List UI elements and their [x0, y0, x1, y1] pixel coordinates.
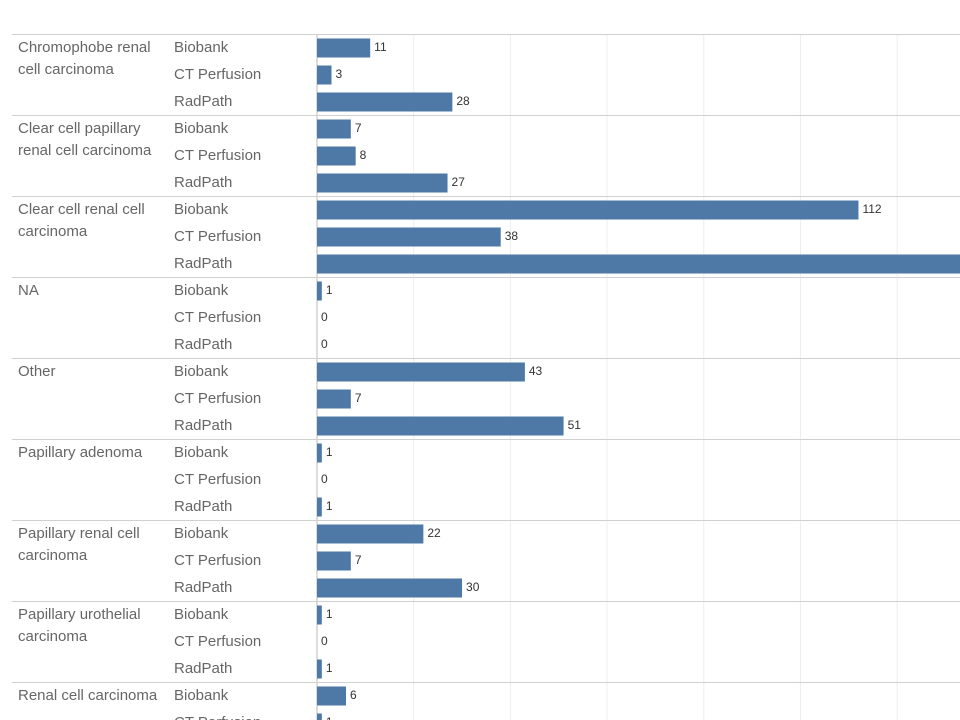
row-label: CT Perfusion	[174, 228, 261, 245]
group-label: NA	[18, 282, 39, 299]
value-label: 1	[326, 445, 333, 459]
row-label: Biobank	[174, 606, 229, 623]
row-label: CT Perfusion	[174, 552, 261, 569]
value-label: 1	[326, 283, 333, 297]
value-label: 7	[355, 391, 362, 405]
row-label: Biobank	[174, 39, 229, 56]
row-label: Biobank	[174, 282, 229, 299]
row-label: RadPath	[174, 579, 232, 596]
value-label: 8	[360, 148, 367, 162]
row-label: Biobank	[174, 120, 229, 137]
value-label: 1	[326, 499, 333, 513]
row-label: CT Perfusion	[174, 147, 261, 164]
row-label: CT Perfusion	[174, 471, 261, 488]
bar	[317, 92, 453, 112]
value-label: 7	[355, 121, 362, 135]
group-label: Clear cell renal cell carcinoma	[18, 201, 145, 240]
bar	[317, 173, 448, 193]
group-label: Other	[18, 363, 56, 380]
bar	[317, 146, 356, 166]
bar	[317, 578, 463, 598]
bar	[317, 65, 332, 85]
value-label: 0	[321, 310, 328, 324]
bar	[317, 227, 501, 247]
value-label: 0	[321, 337, 328, 351]
bar	[317, 38, 371, 58]
row-label: Biobank	[174, 363, 229, 380]
value-label: 0	[321, 634, 328, 648]
bar	[317, 497, 322, 517]
value-label: 1	[326, 661, 333, 675]
value-label: 51	[568, 418, 582, 432]
row-label: CT Perfusion	[174, 66, 261, 83]
value-label: 38	[505, 229, 519, 243]
bar	[317, 659, 322, 679]
group-label: Papillary urothelial carcinoma	[18, 606, 141, 645]
group-label: Papillary adenoma	[18, 444, 143, 461]
value-label: 6	[350, 688, 357, 702]
value-label: 112	[862, 202, 881, 216]
value-label: 3	[336, 67, 343, 81]
row-label: CT Perfusion	[174, 633, 261, 650]
bar	[317, 551, 351, 571]
row-label: CT Perfusion	[174, 309, 261, 326]
row-label: Biobank	[174, 201, 229, 218]
value-label: 28	[456, 94, 470, 108]
bar	[317, 281, 322, 301]
bar	[317, 416, 564, 436]
row-label: RadPath	[174, 660, 232, 677]
row-label: Biobank	[174, 525, 229, 542]
group-label: Renal cell carcinoma	[18, 687, 158, 704]
bar	[317, 605, 322, 625]
bar	[317, 443, 322, 463]
row-label: Biobank	[174, 687, 229, 704]
value-label: 30	[466, 580, 480, 594]
bar	[317, 524, 424, 544]
value-label: 1	[326, 607, 333, 621]
value-label: 1	[326, 715, 333, 720]
value-label: 7	[355, 553, 362, 567]
bar	[317, 389, 351, 409]
bar	[317, 200, 859, 220]
row-label: RadPath	[174, 336, 232, 353]
group-label: Clear cell papillary renal cell carcinom…	[18, 120, 152, 159]
value-label: 43	[529, 364, 543, 378]
value-label: 11	[374, 40, 387, 54]
row-label: RadPath	[174, 174, 232, 191]
group-label: Papillary renal cell carcinoma	[18, 525, 140, 564]
row-label: RadPath	[174, 417, 232, 434]
row-label: RadPath	[174, 255, 232, 272]
bar	[317, 119, 351, 139]
bar	[317, 254, 960, 274]
row-label: RadPath	[174, 93, 232, 110]
bar	[317, 362, 525, 382]
bar	[317, 686, 347, 706]
row-label: CT Perfusion	[174, 714, 261, 720]
row-label: RadPath	[174, 498, 232, 515]
bar	[317, 713, 322, 720]
value-label: 22	[427, 526, 441, 540]
group-label: Chromophobe renal cell carcinoma	[18, 39, 151, 78]
value-label: 27	[452, 175, 466, 189]
value-label: 0	[321, 472, 328, 486]
row-label: Biobank	[174, 444, 229, 461]
row-label: CT Perfusion	[174, 390, 261, 407]
